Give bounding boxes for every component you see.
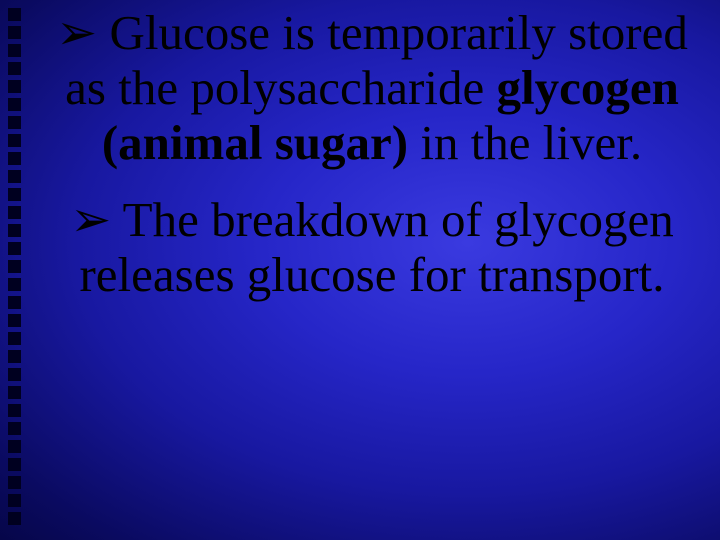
decor-square	[8, 134, 21, 147]
decor-square	[8, 224, 21, 237]
decor-square	[8, 296, 21, 309]
decor-square	[8, 332, 21, 345]
decor-square	[8, 458, 21, 471]
paragraph-1-text-after: in the liver.	[408, 115, 642, 170]
bullet-icon: ➢	[56, 6, 97, 60]
decor-square	[8, 152, 21, 165]
decor-square	[8, 242, 21, 255]
decor-square	[8, 44, 21, 57]
decor-square	[8, 422, 21, 435]
decor-square	[8, 188, 21, 201]
decor-square	[8, 206, 21, 219]
paragraph-1: ➢ Glucose is temporarily stored as the p…	[48, 6, 696, 171]
decor-square	[8, 62, 21, 75]
decor-square	[8, 512, 21, 525]
decor-square	[8, 260, 21, 273]
decor-squares	[8, 8, 21, 525]
decor-square	[8, 170, 21, 183]
bullet-icon: ➢	[70, 193, 111, 247]
decor-square	[8, 26, 21, 39]
decor-square	[8, 404, 21, 417]
decor-square	[8, 8, 21, 21]
decor-square	[8, 314, 21, 327]
paragraph-2: ➢ The breakdown of glycogen releases glu…	[48, 193, 696, 303]
decor-square	[8, 386, 21, 399]
decor-square	[8, 116, 21, 129]
decor-square	[8, 368, 21, 381]
decor-square	[8, 98, 21, 111]
decor-square	[8, 80, 21, 93]
slide-content: ➢ Glucose is temporarily stored as the p…	[48, 6, 696, 324]
paragraph-2-text-before: The breakdown of glycogen releases gluco…	[79, 192, 673, 302]
decor-square	[8, 278, 21, 291]
decor-square	[8, 350, 21, 363]
decor-square	[8, 440, 21, 453]
decor-square	[8, 494, 21, 507]
decor-square	[8, 476, 21, 489]
